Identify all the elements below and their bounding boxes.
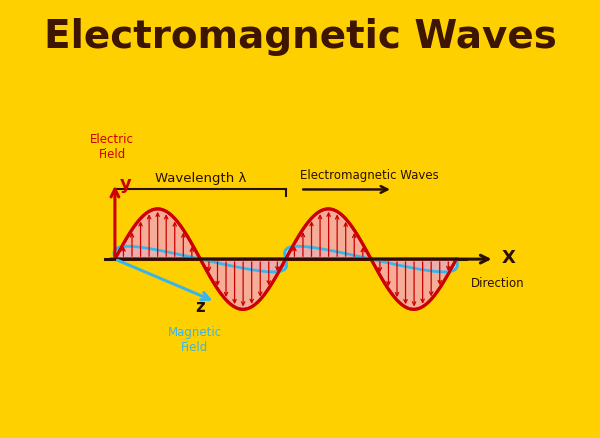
Text: X: X — [501, 248, 515, 266]
Polygon shape — [114, 247, 200, 260]
Polygon shape — [200, 259, 286, 310]
Polygon shape — [371, 259, 457, 272]
Text: Electromagnetic Waves: Electromagnetic Waves — [301, 169, 439, 182]
Text: Electromagnetic Waves: Electromagnetic Waves — [44, 18, 556, 56]
Text: Wavelength λ: Wavelength λ — [155, 172, 246, 185]
Polygon shape — [371, 259, 457, 310]
Text: y: y — [119, 175, 131, 193]
Polygon shape — [285, 247, 372, 260]
Polygon shape — [286, 209, 371, 260]
Polygon shape — [200, 259, 287, 272]
Text: Direction: Direction — [471, 276, 524, 290]
Text: Electric
Field: Electric Field — [90, 132, 134, 160]
Text: z: z — [195, 297, 205, 315]
Text: Magnetic
Field: Magnetic Field — [168, 325, 222, 353]
Polygon shape — [115, 209, 200, 260]
